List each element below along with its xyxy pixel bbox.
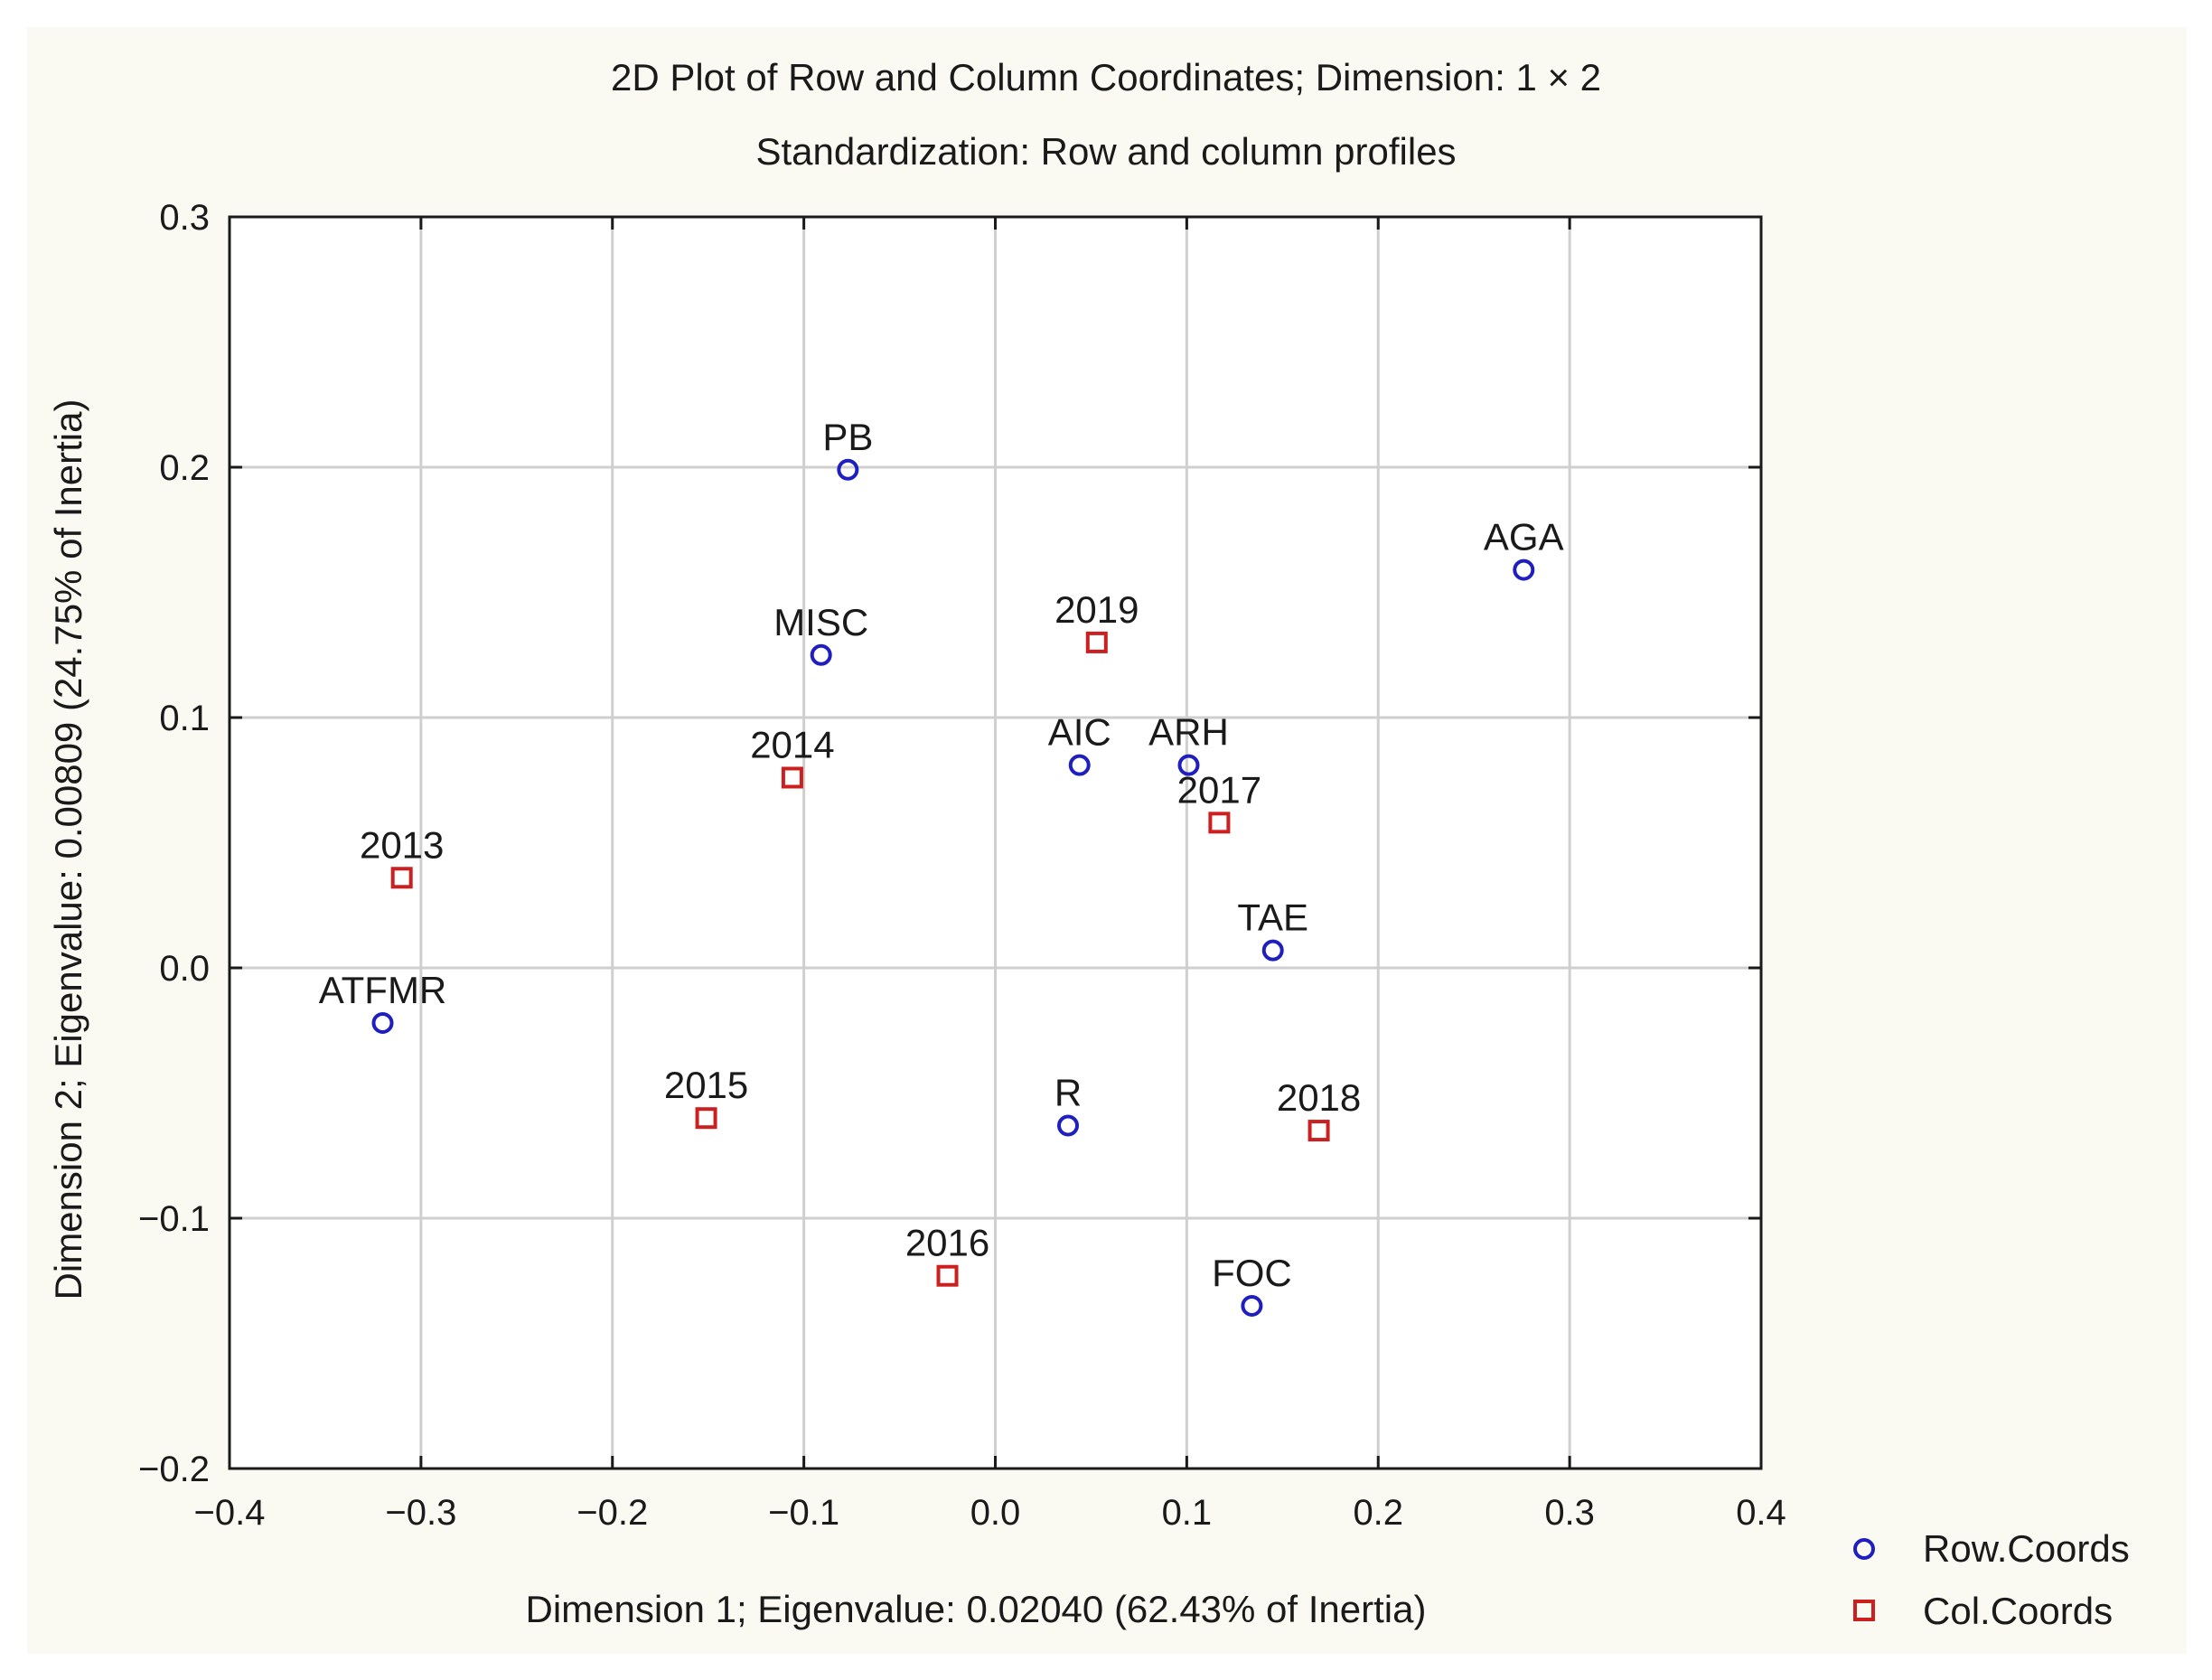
legend: Row.Coords Col.Coords bbox=[1853, 1527, 2130, 1632]
x-tick-label: 0.2 bbox=[1353, 1493, 1403, 1533]
row-coord-point bbox=[1241, 1294, 1263, 1317]
point-labels: PB AGA MISC AIC ARH TAE ATFMR R FOC 2019 2014 2017 2… bbox=[319, 416, 1564, 1294]
point-label: FOC bbox=[1212, 1252, 1292, 1294]
point-label: AGA bbox=[1484, 516, 1564, 558]
x-tick-label: 0.1 bbox=[1162, 1493, 1213, 1533]
y-tick-label: 0.3 bbox=[159, 198, 210, 238]
point-label: 2019 bbox=[1054, 588, 1139, 631]
point-label: PB bbox=[822, 416, 873, 458]
data-points bbox=[371, 458, 1535, 1317]
plot-border bbox=[228, 215, 1763, 1470]
x-tick-label: −0.2 bbox=[576, 1493, 648, 1533]
col-coord-point bbox=[1208, 812, 1231, 834]
row-coord-point bbox=[371, 1011, 394, 1034]
x-tick-label: −0.1 bbox=[768, 1493, 839, 1533]
point-label: ATFMR bbox=[319, 969, 447, 1011]
point-label: 2018 bbox=[1277, 1076, 1361, 1119]
point-label: 2013 bbox=[360, 823, 444, 866]
col-coord-point bbox=[1308, 1120, 1330, 1142]
y-axis-label: Dimension 2; Eigenvalue: 0.00809 (24.75%… bbox=[47, 399, 89, 1300]
y-tick-label: −0.2 bbox=[138, 1450, 210, 1489]
row-coord-point bbox=[1261, 939, 1284, 962]
point-label: 2016 bbox=[905, 1222, 989, 1264]
row-coord-point bbox=[1057, 1114, 1080, 1137]
col-coord-point bbox=[781, 766, 803, 789]
legend-col-marker bbox=[1853, 1600, 1875, 1621]
y-tick-label: 0.0 bbox=[159, 949, 210, 989]
x-tick-label: 0.4 bbox=[1736, 1493, 1786, 1533]
point-label: R bbox=[1054, 1072, 1082, 1114]
x-tick-label: −0.3 bbox=[385, 1493, 456, 1533]
chart-subtitle: Standardization: Row and column profiles bbox=[755, 130, 1456, 173]
y-tick-labels: 0.3 0.2 0.1 0.0 −0.1 −0.2 bbox=[138, 198, 210, 1489]
point-label: 2015 bbox=[664, 1064, 748, 1106]
row-coord-point bbox=[810, 643, 832, 666]
x-axis-label: Dimension 1; Eigenvalue: 0.02040 (62.43%… bbox=[526, 1588, 1427, 1630]
x-tick-label: −0.4 bbox=[194, 1493, 266, 1533]
chart-title: 2D Plot of Row and Column Coordinates; D… bbox=[611, 56, 1601, 99]
point-label: MISC bbox=[773, 601, 868, 643]
row-coord-point bbox=[1068, 754, 1091, 776]
x-tick-label: 0.0 bbox=[970, 1493, 1021, 1533]
col-coord-point bbox=[695, 1107, 717, 1130]
point-label: 2014 bbox=[750, 723, 834, 765]
legend-col-label: Col.Coords bbox=[1923, 1590, 2113, 1632]
x-tick-label: 0.3 bbox=[1544, 1493, 1595, 1533]
legend-row-marker bbox=[1853, 1538, 1875, 1560]
y-tick-label: −0.1 bbox=[138, 1199, 210, 1239]
row-coord-point bbox=[1177, 754, 1200, 776]
legend-row-label: Row.Coords bbox=[1923, 1527, 2130, 1570]
point-label: AIC bbox=[1048, 711, 1111, 754]
y-tick-label: 0.2 bbox=[159, 448, 210, 488]
point-label: ARH bbox=[1148, 711, 1229, 754]
point-label: 2017 bbox=[1177, 768, 1261, 811]
row-coord-point bbox=[837, 458, 859, 481]
y-tick-label: 0.1 bbox=[159, 699, 210, 738]
col-coord-point bbox=[1085, 631, 1108, 653]
x-tick-labels: −0.4 −0.3 −0.2 −0.1 0.0 0.1 0.2 0.3 0.4 bbox=[194, 1493, 1786, 1533]
row-coord-point bbox=[1513, 558, 1535, 581]
col-coord-point bbox=[390, 867, 413, 889]
point-label: TAE bbox=[1237, 896, 1308, 939]
grid-lines bbox=[230, 217, 1761, 1469]
col-coord-point bbox=[936, 1264, 959, 1287]
